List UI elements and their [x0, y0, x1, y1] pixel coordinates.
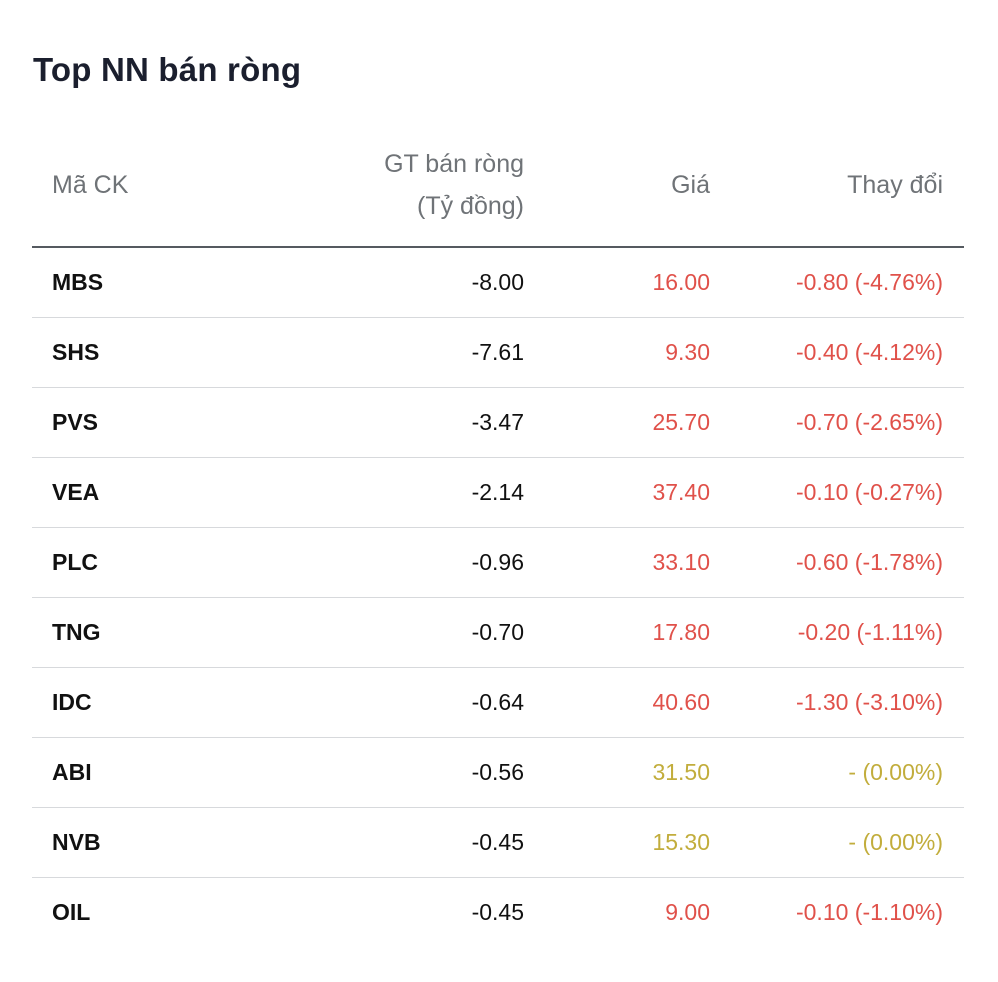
- stock-code[interactable]: MBS: [52, 269, 104, 295]
- table-row[interactable]: PLC -0.96 33.10 -0.60 (-1.78%): [32, 528, 964, 598]
- net-sell-value: -7.61: [471, 339, 524, 365]
- stock-code[interactable]: SHS: [52, 339, 100, 365]
- net-sell-value: -0.45: [471, 829, 524, 855]
- net-sell-value: -8.00: [471, 269, 524, 295]
- table-row[interactable]: TNG -0.70 17.80 -0.20 (-1.11%): [32, 598, 964, 668]
- net-sell-table: Mã CK GT bán ròng (Tỷ đồng) Giá Thay đổi…: [32, 130, 964, 947]
- price: 17.80: [652, 619, 710, 645]
- change: -0.70 (-2.65%): [795, 409, 943, 435]
- stock-code[interactable]: IDC: [52, 689, 92, 715]
- table-row[interactable]: VEA -2.14 37.40 -0.10 (-0.27%): [32, 458, 964, 528]
- change: -0.60 (-1.78%): [795, 549, 943, 575]
- net-sell-value: -0.70: [471, 619, 524, 645]
- header-net-sell-value[interactable]: GT bán ròng (Tỷ đồng): [384, 143, 524, 227]
- net-sell-value: -3.47: [471, 409, 524, 435]
- stock-code[interactable]: ABI: [52, 759, 92, 785]
- price: 15.30: [652, 829, 710, 855]
- change: -1.30 (-3.10%): [795, 689, 943, 715]
- stock-code[interactable]: OIL: [52, 899, 91, 925]
- price: 9.30: [665, 339, 710, 365]
- change: -0.80 (-4.76%): [795, 269, 943, 295]
- header-net-sell-value-line2: (Tỷ đồng): [417, 192, 524, 220]
- price: 16.00: [652, 269, 710, 295]
- price: 31.50: [652, 759, 710, 785]
- table-row[interactable]: OIL -0.45 9.00 -0.10 (-1.10%): [32, 878, 964, 947]
- table-body: MBS -8.00 16.00 -0.80 (-4.76%) SHS -7.61…: [32, 248, 964, 947]
- table-row[interactable]: PVS -3.47 25.70 -0.70 (-2.65%): [32, 388, 964, 458]
- net-sell-value: -0.45: [471, 899, 524, 925]
- stock-code[interactable]: NVB: [52, 829, 101, 855]
- table-row[interactable]: SHS -7.61 9.30 -0.40 (-4.12%): [32, 318, 964, 388]
- table-row[interactable]: MBS -8.00 16.00 -0.80 (-4.76%): [32, 248, 964, 318]
- table-header: Mã CK GT bán ròng (Tỷ đồng) Giá Thay đổi: [32, 130, 964, 248]
- widget-title: Top NN bán ròng: [33, 51, 302, 88]
- header-price[interactable]: Giá: [671, 171, 710, 199]
- change: - (0.00%): [848, 829, 943, 855]
- net-sell-value: -0.56: [471, 759, 524, 785]
- net-sell-value: -2.14: [471, 479, 524, 505]
- price: 33.10: [652, 549, 710, 575]
- change: -0.40 (-4.12%): [795, 339, 943, 365]
- change: - (0.00%): [848, 759, 943, 785]
- header-code[interactable]: Mã CK: [52, 171, 129, 199]
- stock-code[interactable]: TNG: [52, 619, 101, 645]
- stock-code[interactable]: PLC: [52, 549, 98, 575]
- table-row[interactable]: ABI -0.56 31.50 - (0.00%): [32, 738, 964, 808]
- price: 9.00: [665, 899, 710, 925]
- table-row[interactable]: NVB -0.45 15.30 - (0.00%): [32, 808, 964, 878]
- stock-code[interactable]: PVS: [52, 409, 99, 435]
- price: 37.40: [652, 479, 710, 505]
- price: 40.60: [652, 689, 710, 715]
- net-sell-value: -0.64: [471, 689, 524, 715]
- net-sell-value: -0.96: [471, 549, 524, 575]
- change: -0.10 (-0.27%): [795, 479, 943, 505]
- change: -0.20 (-1.11%): [797, 619, 943, 645]
- change: -0.10 (-1.10%): [795, 899, 943, 925]
- price: 25.70: [652, 409, 710, 435]
- header-net-sell-value-line1: GT bán ròng: [384, 150, 524, 178]
- header-change[interactable]: Thay đổi: [847, 171, 943, 199]
- stock-code[interactable]: VEA: [52, 479, 100, 505]
- table-row[interactable]: IDC -0.64 40.60 -1.30 (-3.10%): [32, 668, 964, 738]
